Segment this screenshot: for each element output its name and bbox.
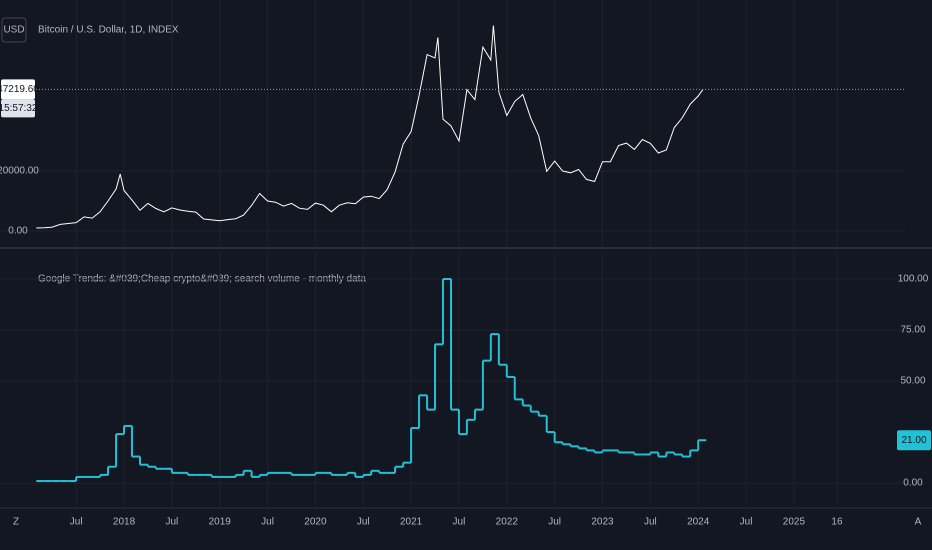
corner-left-button[interactable]: Z: [13, 517, 19, 528]
x-tick-label: 2025: [783, 517, 806, 528]
x-tick-label: 2019: [209, 517, 232, 528]
countdown-label: 15:57:32: [0, 103, 38, 114]
y-tick-label: 0.00: [8, 226, 28, 237]
x-tick-label: Jul: [548, 517, 561, 528]
last-price-badge: [1, 79, 35, 100]
x-tick-label: 16: [831, 517, 843, 528]
main-title: Bitcoin / U.S. Dollar, 1D, INDEX: [38, 25, 179, 36]
x-tick-label: 2024: [687, 517, 710, 528]
y-tick-label: 75.00: [900, 325, 925, 336]
last-value-badge: [897, 430, 931, 451]
currency-button[interactable]: [1, 17, 27, 43]
x-tick-label: Jul: [453, 517, 466, 528]
corner-right-button[interactable]: A: [915, 517, 922, 528]
countdown-badge: [1, 99, 35, 118]
x-tick-label: Jul: [740, 517, 753, 528]
y-tick-label: 100.00: [898, 274, 929, 285]
currency-label[interactable]: USD: [3, 25, 24, 36]
last-value-label: 21.00: [901, 435, 926, 446]
x-tick-label: 2022: [496, 517, 519, 528]
y-tick-label: 50.00: [900, 376, 925, 387]
y-tick-label: 0.00: [903, 478, 923, 489]
x-tick-label: Jul: [357, 517, 370, 528]
x-tick-label: 2021: [400, 517, 423, 528]
plot-layer: 0.00 20000.00 47219.60 15:57:32 0.00 50.00 75.…: [0, 0, 931, 528]
x-tick-label: Jul: [70, 517, 83, 528]
x-tick-label: 2018: [113, 517, 136, 528]
x-tick-label: Jul: [644, 517, 657, 528]
x-tick-label: Jul: [261, 517, 274, 528]
x-tick-label: 2020: [304, 517, 327, 528]
y-tick-label: 20000.00: [0, 166, 39, 177]
x-tick-label: 2023: [591, 517, 614, 528]
last-price-label: 47219.60: [0, 84, 39, 95]
price-line: [36, 25, 704, 229]
x-tick-label: Jul: [165, 517, 178, 528]
